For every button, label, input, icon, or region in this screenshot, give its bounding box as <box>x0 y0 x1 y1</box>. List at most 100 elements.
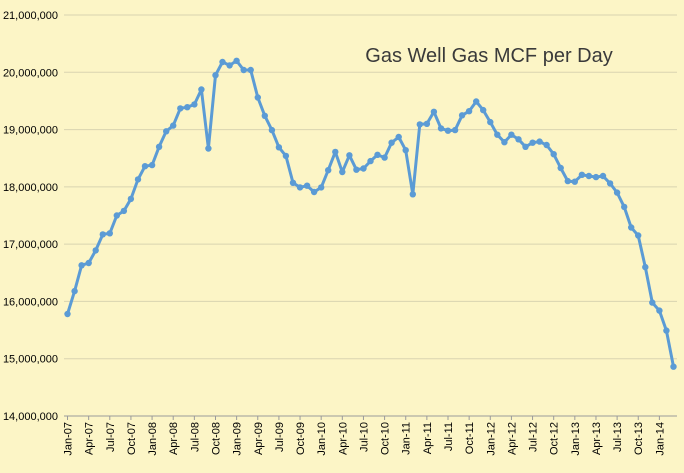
x-tick-label: Apr-13 <box>591 422 603 455</box>
data-point <box>92 247 99 254</box>
x-tick-label: Apr-09 <box>253 422 265 455</box>
y-tick-label: 14,000,000 <box>3 411 58 423</box>
data-point <box>134 176 142 183</box>
data-point <box>233 57 240 64</box>
x-tick-label: Jan-08 <box>147 422 159 456</box>
data-point <box>198 86 205 93</box>
data-point <box>501 139 508 146</box>
x-tick-label: Apr-08 <box>168 422 180 455</box>
data-point <box>592 173 600 181</box>
data-point <box>451 126 459 134</box>
data-point <box>282 152 290 160</box>
x-tick-label: Oct-09 <box>295 422 307 455</box>
data-point <box>170 122 177 129</box>
data-point <box>522 143 529 150</box>
data-point <box>480 106 487 114</box>
x-axis-tick-labels: Jan-07 Apr-07 Jul-07 Oct-07 Jan-08 Apr-08 Jul-… <box>63 416 666 456</box>
data-point <box>353 166 360 173</box>
data-point <box>536 138 543 145</box>
x-tick-label: Oct-08 <box>210 422 222 455</box>
data-point <box>240 66 247 74</box>
data-point <box>515 136 522 143</box>
x-tick-label: Jan-11 <box>401 422 413 455</box>
data-point <box>318 184 325 191</box>
data-point <box>550 151 557 158</box>
x-tick-label: Jul-13 <box>612 422 624 452</box>
data-point <box>381 154 388 161</box>
data-point <box>642 263 649 271</box>
data-point <box>599 172 607 180</box>
data-point <box>303 182 311 189</box>
y-tick-label: 20,000,000 <box>3 67 58 79</box>
data-point <box>212 72 219 79</box>
data-point <box>494 131 501 138</box>
data-point <box>120 207 128 215</box>
x-tick-label: Jan-09 <box>232 422 244 456</box>
x-tick-label: Jul-12 <box>528 422 540 452</box>
data-point <box>663 327 670 334</box>
data-point <box>473 98 480 105</box>
data-point <box>374 151 381 158</box>
data-point <box>346 152 353 159</box>
data-point <box>656 307 663 314</box>
data-point <box>163 128 170 135</box>
x-tick-label: Jan-10 <box>316 422 328 456</box>
data-point <box>64 310 71 318</box>
x-tick-label: Jul-09 <box>274 422 286 452</box>
data-point <box>402 147 409 154</box>
data-point <box>465 108 473 115</box>
data-point <box>268 126 276 134</box>
data-point <box>508 131 515 138</box>
data-point <box>205 145 212 152</box>
x-tick-label: Apr-07 <box>84 422 96 455</box>
data-point <box>219 58 226 66</box>
data-point <box>332 148 339 156</box>
data-point <box>487 118 494 126</box>
data-point <box>628 224 635 231</box>
data-point <box>141 163 149 170</box>
data-point <box>388 139 395 146</box>
x-tick-label: Apr-10 <box>337 422 349 455</box>
data-point <box>177 105 184 112</box>
x-tick-label: Jan-07 <box>63 422 75 456</box>
data-point <box>585 172 593 180</box>
data-point <box>564 177 571 185</box>
data-point <box>296 184 304 191</box>
data-point <box>148 161 156 169</box>
data-point <box>649 299 656 306</box>
x-tick-label: Jul-07 <box>105 422 117 452</box>
data-point <box>430 108 438 116</box>
x-tick-label: Oct-10 <box>380 422 392 455</box>
data-point <box>127 195 135 203</box>
data-point <box>155 143 163 150</box>
x-tick-label: Jul-08 <box>189 422 201 452</box>
data-point <box>529 139 536 146</box>
data-point <box>261 112 268 120</box>
data-point <box>226 62 233 69</box>
data-point <box>247 66 254 74</box>
data-point <box>606 180 614 187</box>
x-tick-label: Oct-11 <box>464 422 476 454</box>
data-point <box>571 178 578 185</box>
data-point <box>184 104 191 111</box>
x-tick-label: Oct-12 <box>549 422 561 455</box>
x-tick-label: Oct-07 <box>126 422 138 455</box>
data-point <box>71 287 78 295</box>
data-point <box>416 121 423 128</box>
data-point <box>106 230 114 237</box>
y-tick-label: 16,000,000 <box>3 296 58 308</box>
x-tick-label: Jan-12 <box>485 422 497 456</box>
x-tick-label: Apr-11 <box>422 422 434 454</box>
y-tick-label: 19,000,000 <box>3 125 58 137</box>
data-point <box>289 179 297 186</box>
y-axis-tick-labels: 14,000,000 15,000,000 16,000,000 17,000,000… <box>3 10 58 423</box>
data-point <box>78 262 85 269</box>
data-point <box>360 165 367 172</box>
data-point <box>99 231 107 238</box>
y-tick-label: 18,000,000 <box>3 182 58 194</box>
data-point <box>621 203 628 211</box>
data-point <box>543 141 550 149</box>
data-point <box>310 188 318 196</box>
